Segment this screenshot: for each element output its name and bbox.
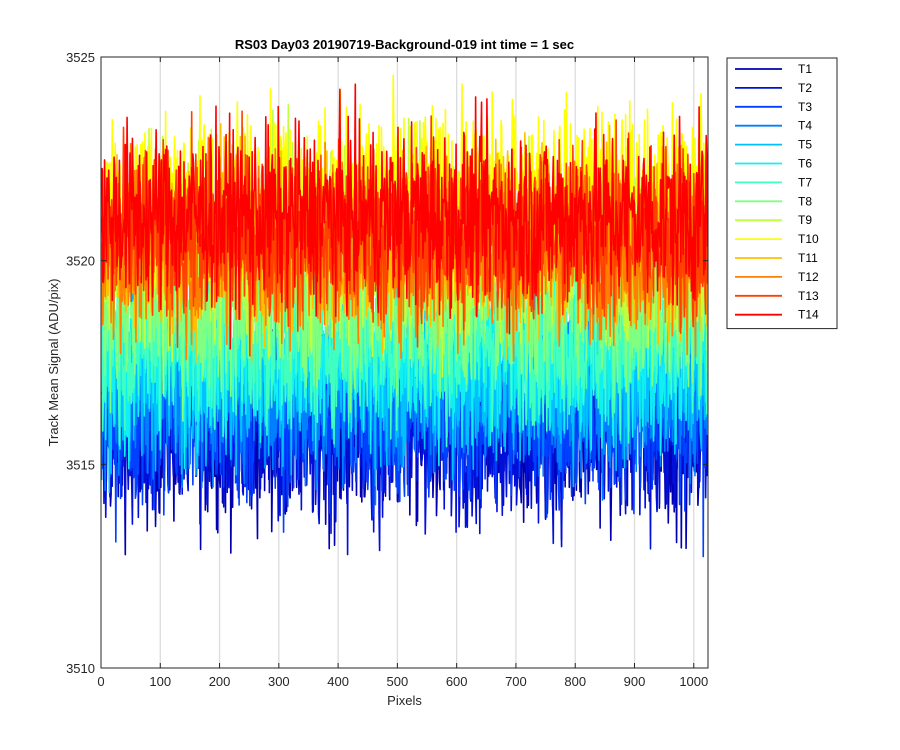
plot-area: 0 100 200 300 400 500 600 700 800 900 1000 3510351… [66,50,709,689]
legend-label: T13 [798,289,819,303]
axes-box [100,56,709,669]
y-tick-label: 3525 [66,50,95,65]
x-tick-label: 0 [97,674,104,689]
legend-label: T5 [798,138,812,152]
series-line-t14 [101,83,708,350]
legend-label: T1 [798,62,812,76]
y-tick-label: 3515 [66,457,95,472]
chart-title: RS03 Day03 20190719-Background-019 int t… [235,37,574,52]
legend-label: T2 [798,81,812,95]
legend-box [726,57,838,330]
x-tick-label: 700 [505,674,527,689]
legend-label: T7 [798,175,812,189]
series-line-t5 [101,249,708,494]
legend: T1 T2 T3 T4 T5 T6 T7 T8 T9 T10 T11 T12 T13 T14 [726,57,838,330]
legend-label: T6 [798,157,812,171]
y-tick-label: 3510 [66,661,95,676]
legend-label: T9 [798,213,812,227]
legend-label: T8 [798,194,812,208]
x-tick-label: 200 [209,674,231,689]
y-axis-ticks: 3510 3515 3520 3525 [66,50,708,676]
x-tick-label: 400 [327,674,349,689]
legend-label: T12 [798,270,819,284]
x-tick-label: 300 [268,674,290,689]
x-tick-label: 900 [624,674,646,689]
x-tick-label: 100 [149,674,171,689]
y-axis-label: Track Mean Signal (ADU/pix) [46,279,61,447]
x-tick-label: 1000 [679,674,708,689]
x-tick-label: 500 [387,674,409,689]
x-tick-label: 800 [564,674,586,689]
legend-label: T14 [798,308,819,322]
x-axis-ticks: 0 100 200 300 400 500 600 700 800 900 1000 [97,57,708,689]
x-tick-label: 600 [446,674,468,689]
legend-label: T4 [798,119,812,133]
legend-label: T10 [798,232,819,246]
legend-label: T3 [798,100,812,114]
series-lines [101,74,708,558]
y-tick-label: 3520 [66,254,95,269]
x-axis-label: Pixels [387,693,422,708]
legend-label: T11 [798,251,818,265]
